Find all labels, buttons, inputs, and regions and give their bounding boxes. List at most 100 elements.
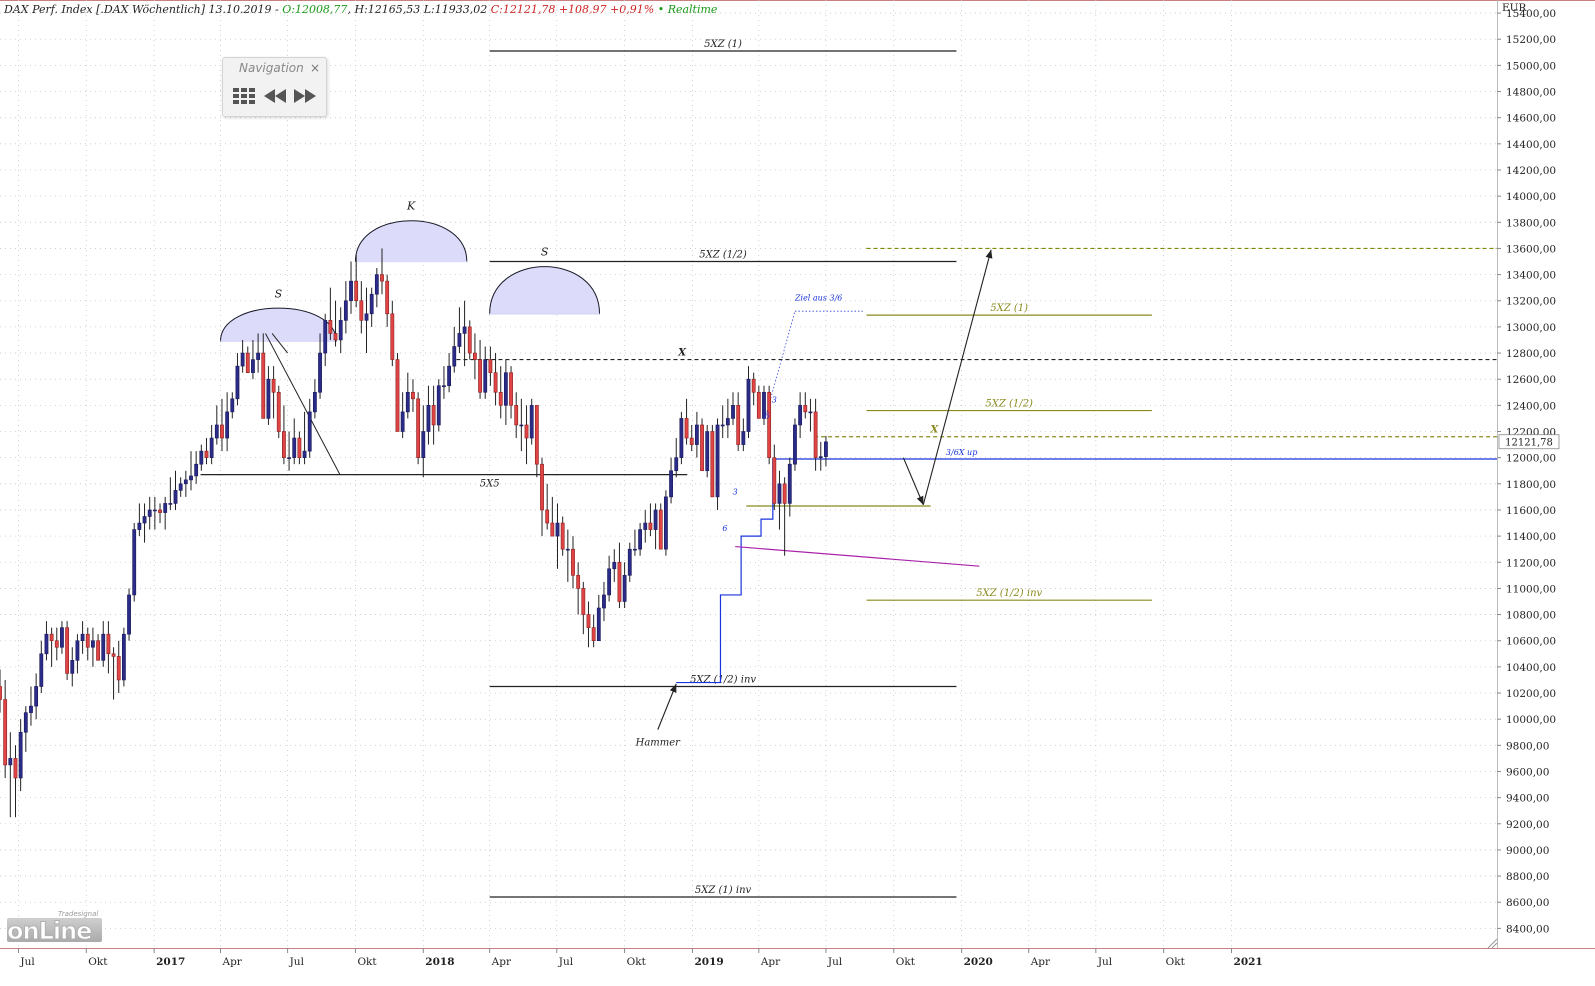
candle-body-up (60, 627, 64, 648)
candle (421, 405, 426, 478)
logo-subtext: Tradesignal (58, 910, 99, 918)
candle-body-up (251, 359, 255, 373)
x-tick-label: Okt (896, 956, 916, 968)
candle-body-up (824, 441, 828, 457)
candle-body-down (13, 758, 18, 779)
candle (462, 300, 467, 367)
candle-body-down (498, 391, 503, 406)
rewind-icon[interactable] (263, 86, 287, 106)
candle (374, 268, 379, 308)
x-tick-label: 2017 (156, 956, 185, 968)
candle-body-up (777, 483, 782, 504)
level-line-label: X (929, 425, 939, 436)
candle (3, 679, 8, 779)
candle-body-up (447, 365, 452, 387)
candle (297, 431, 302, 465)
x-tick-label: 2020 (964, 956, 993, 968)
candle (431, 385, 436, 445)
y-tick-label: 15400,00 (1506, 8, 1556, 20)
candle-body-down (0, 686, 2, 700)
candle-body-down (803, 405, 808, 413)
candle-body-up (349, 280, 353, 302)
candle (483, 346, 488, 399)
candle (0, 669, 2, 713)
candle (576, 562, 581, 615)
candle (261, 333, 266, 419)
y-tick-label: 11000,00 (1506, 583, 1556, 595)
candle (488, 346, 493, 386)
candle-body-down (385, 280, 390, 315)
y-tick-label: 10000,00 (1506, 714, 1556, 726)
y-tick-label: 9600,00 (1506, 766, 1549, 778)
logo-background (7, 918, 102, 942)
candle (493, 353, 498, 406)
candle (34, 673, 39, 720)
candle-body-down (431, 405, 436, 426)
candle-body-up (152, 509, 157, 512)
candle-body-down (111, 653, 116, 657)
candle (560, 516, 565, 556)
pattern-line (271, 333, 288, 354)
candle (312, 379, 317, 419)
fast-forward-icon[interactable] (293, 86, 317, 106)
candle (731, 392, 735, 425)
y-tick-label: 14200,00 (1506, 165, 1556, 177)
candle-body-up (400, 411, 405, 432)
candle-body-up (183, 479, 188, 485)
candle-body-up (529, 405, 534, 439)
candle (638, 523, 642, 556)
candle (111, 647, 116, 700)
candle-body-up (607, 568, 612, 596)
candle-body-down (416, 398, 421, 458)
grid-menu-icon[interactable] (232, 86, 256, 106)
candle (473, 333, 477, 380)
y-tick-label: 13600,00 (1506, 243, 1556, 255)
navigation-panel[interactable]: Navigation × (222, 57, 327, 117)
candle-body-up (132, 529, 137, 596)
candle-body-up (101, 633, 106, 661)
candle-body-up (462, 326, 467, 334)
x-tick-label: Apr (221, 956, 242, 968)
candle-body-down (751, 378, 756, 393)
candle-body-up (168, 503, 173, 505)
candle (121, 627, 126, 687)
candle (390, 300, 395, 367)
candle (622, 562, 627, 609)
y-tick-label: 8400,00 (1506, 923, 1549, 935)
header-realtime: • Realtime (657, 3, 718, 16)
candle (328, 287, 333, 340)
candle-body-up (633, 548, 637, 551)
candle (679, 411, 684, 465)
y-tick-label: 13000,00 (1506, 322, 1556, 334)
candle (214, 405, 219, 445)
candle-body-up (8, 758, 13, 766)
candle-body-up (235, 365, 240, 400)
candle-body-up (725, 418, 730, 426)
candle-body-up (669, 470, 673, 498)
candle (127, 588, 131, 641)
pattern-arc-label: S (275, 287, 283, 300)
candle-body-up (679, 418, 684, 458)
magenta-trendline (735, 545, 980, 567)
candle (715, 418, 720, 510)
x-tick-label: 2021 (1234, 956, 1263, 968)
candle-body-up (199, 450, 204, 465)
candle (338, 307, 343, 354)
candle (240, 339, 245, 373)
candle-body-up (787, 463, 792, 504)
candle-body-up (643, 522, 648, 530)
close-icon[interactable]: × (309, 61, 320, 75)
candle-body-up (338, 320, 343, 341)
candle (514, 392, 519, 439)
candle (555, 503, 560, 569)
candle-body-up (808, 411, 813, 414)
candle-body-up (503, 372, 508, 406)
candle (323, 313, 328, 367)
candle-body-down (204, 450, 209, 458)
candle (142, 503, 147, 543)
candle (756, 385, 761, 419)
candle-body-down (354, 280, 359, 302)
pattern-arc (489, 266, 601, 315)
candle (189, 451, 193, 491)
